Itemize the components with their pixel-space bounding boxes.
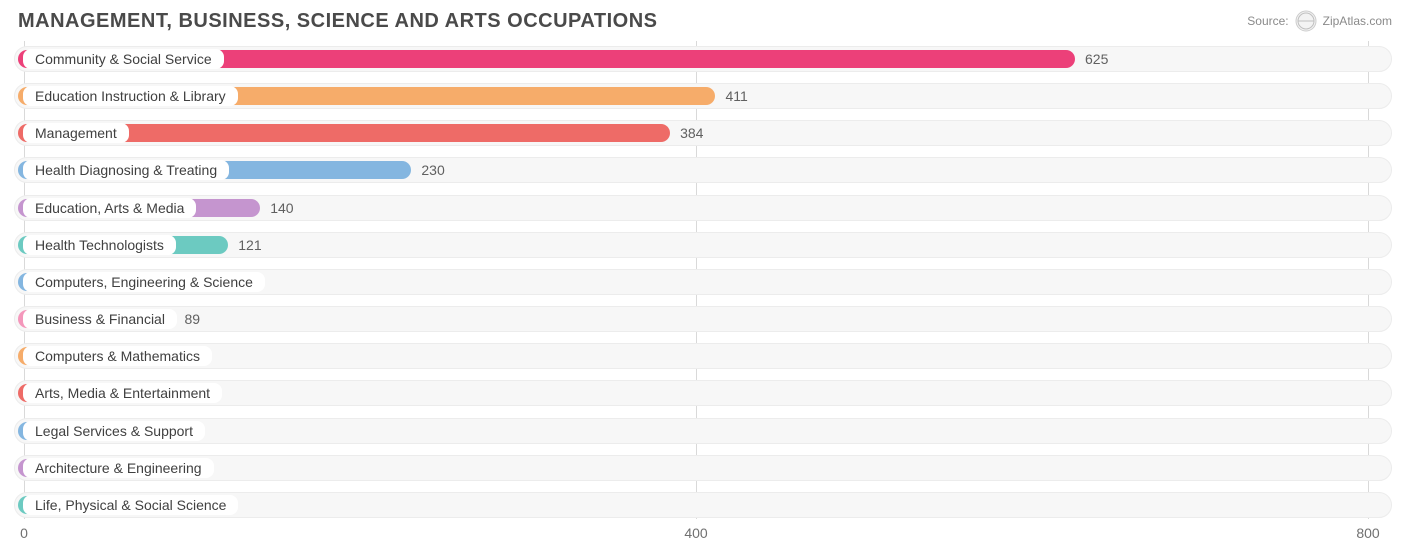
bar-row: Health Diagnosing & Treating 230	[14, 156, 1392, 184]
chart-header: MANAGEMENT, BUSINESS, SCIENCE AND ARTS O…	[0, 0, 1406, 41]
bar-row: Architecture & Engineering15	[14, 454, 1392, 482]
bar-row: Legal Services & Support21	[14, 417, 1392, 445]
bar-track: Community & Social Service 625	[14, 46, 1392, 72]
bar-row: Arts, Media & Entertainment53	[14, 379, 1392, 407]
bar-label: Architecture & Engineering	[23, 458, 214, 478]
bar-track: Health Technologists 121	[14, 232, 1392, 258]
bar-track: Legal Services & Support21	[14, 418, 1392, 444]
bar-value: 625	[1085, 51, 1108, 67]
bar-value: 121	[238, 237, 261, 253]
bar-label: Health Technologists	[23, 235, 176, 255]
bar-value: 411	[725, 88, 747, 104]
bar-row: Business & Financial 89	[14, 305, 1392, 333]
source-attribution: Source: ZipAtlas.com	[1247, 10, 1392, 32]
bar-value: 140	[270, 200, 293, 216]
bar-value: 230	[421, 162, 444, 178]
bar-label: Health Diagnosing & Treating	[23, 160, 229, 180]
bar-track: Arts, Media & Entertainment53	[14, 380, 1392, 406]
source-logo-icon	[1295, 10, 1317, 32]
bar-row: Health Technologists 121	[14, 231, 1392, 259]
chart-container: MANAGEMENT, BUSINESS, SCIENCE AND ARTS O…	[0, 0, 1406, 558]
bar-track: Education Instruction & Library 411	[14, 83, 1392, 109]
bar-label: Community & Social Service	[23, 49, 224, 69]
bar-label: Management	[23, 123, 129, 143]
source-name: ZipAtlas.com	[1323, 14, 1392, 28]
bar-track: Architecture & Engineering15	[14, 455, 1392, 481]
bar-label: Life, Physical & Social Science	[23, 495, 238, 515]
bar-value: 384	[680, 125, 703, 141]
bar-track: Computers & Mathematics77	[14, 343, 1392, 369]
bar-row: Life, Physical & Social Science0	[14, 491, 1392, 519]
bar-row: Education, Arts & Media 140	[14, 194, 1392, 222]
bar-track: Education, Arts & Media 140	[14, 195, 1392, 221]
x-axis-tick-label: 0	[20, 525, 28, 541]
bar-label: Business & Financial	[23, 309, 177, 329]
bars-group: Community & Social Service 625 Education I…	[14, 41, 1392, 519]
bar-row: Computers & Mathematics77	[14, 342, 1392, 370]
x-axis-tick-label: 800	[1356, 525, 1379, 541]
bar-track: Life, Physical & Social Science0	[14, 492, 1392, 518]
chart-title: MANAGEMENT, BUSINESS, SCIENCE AND ARTS O…	[18, 10, 657, 33]
bar-track: Business & Financial 89	[14, 306, 1392, 332]
x-axis-tick-label: 400	[684, 525, 707, 541]
bar-track: Health Diagnosing & Treating 230	[14, 157, 1392, 183]
x-axis: 0 400 800	[14, 519, 1392, 547]
bar-label: Computers & Mathematics	[23, 346, 212, 366]
bar-label: Education Instruction & Library	[23, 86, 238, 106]
bar-row: Computers, Engineering & Science92	[14, 268, 1392, 296]
bar-row: Community & Social Service 625	[14, 45, 1392, 73]
bar-row: Education Instruction & Library 411	[14, 82, 1392, 110]
source-prefix: Source:	[1247, 14, 1288, 28]
bar-label: Arts, Media & Entertainment	[23, 383, 222, 403]
bar-label: Education, Arts & Media	[23, 198, 196, 218]
bar-label: Computers, Engineering & Science	[23, 272, 265, 292]
plot-area: Community & Social Service 625 Education I…	[14, 41, 1392, 547]
bar-track: Computers, Engineering & Science92	[14, 269, 1392, 295]
bar-row: Management 384	[14, 119, 1392, 147]
bar-label: Legal Services & Support	[23, 421, 205, 441]
bar-track: Management 384	[14, 120, 1392, 146]
bar-value: 89	[185, 311, 201, 327]
